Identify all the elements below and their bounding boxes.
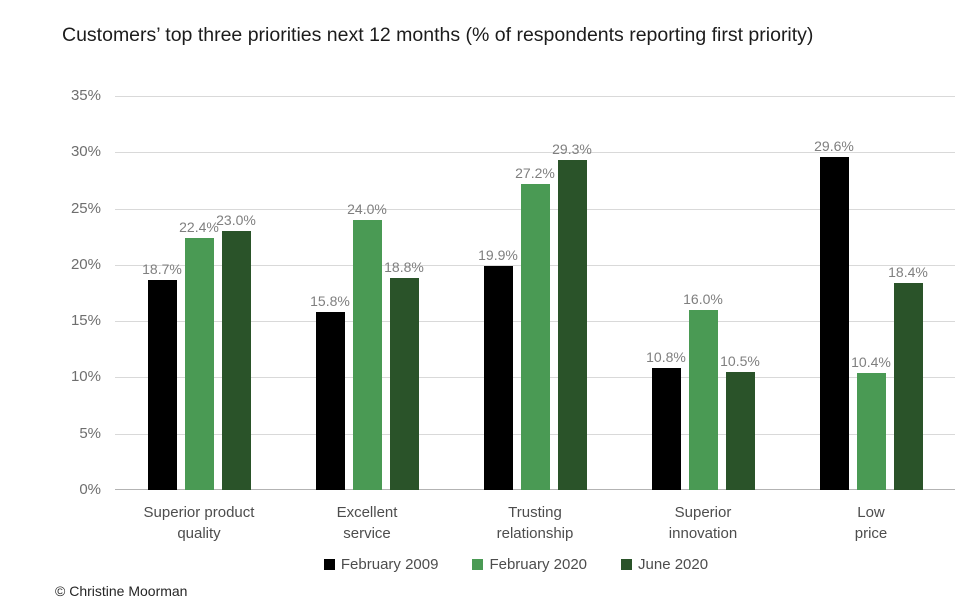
legend-label: February 2020 bbox=[489, 556, 588, 573]
y-tick-label: 30% bbox=[70, 143, 101, 161]
x-category-label: Excellent service bbox=[336, 504, 398, 542]
legend: February 2009 February 2020 June 2020 bbox=[72, 556, 960, 573]
bar-wrap: 15.8% bbox=[310, 293, 350, 490]
bar-wrap: 18.8% bbox=[384, 259, 424, 490]
bar bbox=[389, 278, 419, 490]
y-tick-label: 15% bbox=[70, 312, 101, 330]
bar-value-label: 10.4% bbox=[851, 353, 891, 370]
x-category-label: Superior product quality bbox=[143, 504, 255, 542]
bar-wrap: 29.3% bbox=[552, 141, 592, 490]
bar-group: 29.6% 10.4% 18.4% bbox=[787, 96, 955, 490]
bar bbox=[856, 372, 886, 490]
x-axis-labels: Superior product quality Excellent servic… bbox=[115, 502, 955, 550]
bar-value-label: 15.8% bbox=[310, 293, 350, 310]
bar-wrap: 18.7% bbox=[142, 261, 182, 490]
bar bbox=[819, 156, 849, 490]
bar bbox=[520, 183, 550, 490]
bar-wrap: 22.4% bbox=[179, 219, 219, 490]
bar-value-label: 27.2% bbox=[515, 164, 555, 181]
bar-value-label: 18.7% bbox=[142, 260, 182, 277]
bar bbox=[688, 309, 718, 490]
copyright-label: © Christine Moorman bbox=[55, 583, 188, 599]
bar-value-label: 18.8% bbox=[384, 259, 424, 276]
y-axis-labels: 0% 5% 10% 15% 20% 25% 30% 35% bbox=[0, 0, 101, 614]
y-tick-label: 20% bbox=[70, 255, 101, 273]
bar-wrap: 27.2% bbox=[515, 165, 555, 490]
bar-value-label: 29.6% bbox=[814, 137, 854, 154]
bar-wrap: 19.9% bbox=[478, 247, 518, 490]
bar bbox=[315, 312, 345, 490]
bar-group: 18.7% 22.4% 23.0% bbox=[115, 96, 283, 490]
bar bbox=[651, 368, 681, 490]
bar-value-label: 22.4% bbox=[179, 218, 219, 235]
bar bbox=[557, 160, 587, 490]
legend-swatch-icon bbox=[621, 559, 633, 570]
bar-value-label: 16.0% bbox=[683, 290, 723, 307]
legend-item: February 2020 bbox=[472, 556, 587, 573]
bar-group: 10.8% 16.0% 10.5% bbox=[619, 96, 787, 490]
gridline bbox=[115, 152, 955, 154]
bar bbox=[147, 279, 177, 490]
legend-label: June 2020 bbox=[638, 556, 709, 573]
bar-wrap: 23.0% bbox=[216, 212, 256, 490]
legend-swatch-icon bbox=[472, 559, 484, 570]
bar-wrap: 16.0% bbox=[683, 291, 723, 490]
chart-title: Customers’ top three priorities next 12 … bbox=[62, 24, 814, 46]
bar bbox=[483, 265, 513, 490]
legend-label: February 2009 bbox=[340, 556, 439, 573]
x-category-label: Superior innovation bbox=[668, 504, 738, 542]
bar-wrap: 10.4% bbox=[851, 354, 891, 490]
y-tick-label: 0% bbox=[79, 481, 101, 498]
legend-item: June 2020 bbox=[621, 556, 708, 573]
y-tick-label: 35% bbox=[70, 87, 101, 104]
bar-value-label: 10.8% bbox=[646, 349, 686, 366]
bar bbox=[893, 282, 923, 490]
bar-wrap: 24.0% bbox=[347, 201, 387, 490]
y-tick-label: 25% bbox=[70, 199, 101, 217]
plot-area: 18.7% 22.4% 23.0% 15.8% 24.0% 18.8% 19.9% 27.2%… bbox=[115, 96, 955, 490]
bar bbox=[352, 219, 382, 490]
bar-value-label: 18.4% bbox=[888, 263, 928, 280]
bar-value-label: 23.0% bbox=[216, 212, 256, 229]
bar-group: 15.8% 24.0% 18.8% bbox=[283, 96, 451, 490]
bar-wrap: 29.6% bbox=[814, 138, 854, 490]
bar bbox=[725, 371, 755, 490]
bar-wrap: 10.5% bbox=[720, 353, 760, 490]
x-category-label: Trusting relationship bbox=[496, 504, 574, 542]
bar bbox=[184, 237, 214, 490]
bar-value-label: 29.3% bbox=[552, 141, 592, 158]
bar-wrap: 10.8% bbox=[646, 349, 686, 490]
bar-group: 19.9% 27.2% 29.3% bbox=[451, 96, 619, 490]
bar-value-label: 24.0% bbox=[347, 200, 387, 217]
bar bbox=[221, 231, 251, 490]
bar-wrap: 18.4% bbox=[888, 264, 928, 490]
bar-value-label: 10.5% bbox=[720, 352, 760, 369]
legend-item: February 2009 bbox=[323, 556, 439, 573]
y-tick-label: 5% bbox=[79, 424, 101, 442]
legend-swatch-icon bbox=[323, 559, 335, 570]
y-tick-label: 10% bbox=[70, 368, 101, 386]
bar-value-label: 19.9% bbox=[478, 246, 518, 263]
x-category-label: Low price bbox=[854, 504, 888, 542]
gridline bbox=[115, 96, 955, 97]
